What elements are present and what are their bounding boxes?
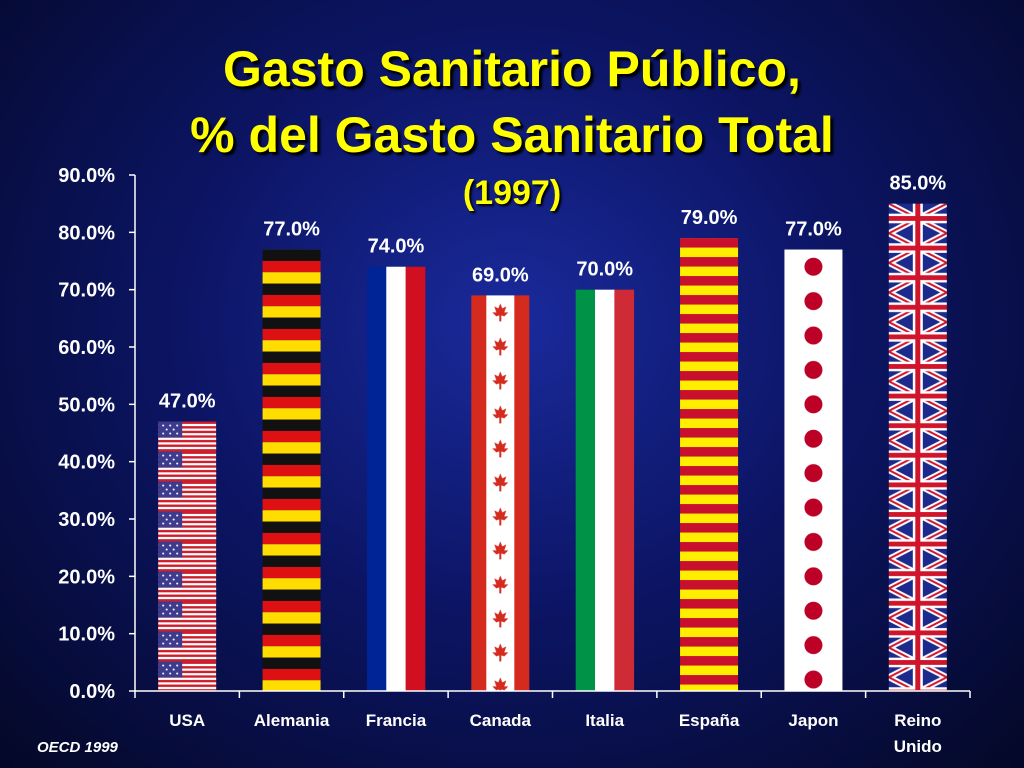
bar-alemania bbox=[262, 249, 321, 692]
bar-stripe bbox=[405, 266, 426, 691]
x-tick-label: Francia bbox=[366, 711, 427, 730]
bar-canada bbox=[471, 295, 530, 691]
y-tick-label: 70.0% bbox=[58, 280, 115, 302]
data-label: 69.0% bbox=[472, 264, 529, 286]
data-label: 77.0% bbox=[263, 219, 320, 241]
data-label: 85.0% bbox=[889, 173, 946, 195]
bar-stripe bbox=[366, 266, 387, 691]
data-label: 47.0% bbox=[159, 391, 216, 413]
data-label: 77.0% bbox=[785, 219, 842, 241]
bar-stripe bbox=[386, 266, 407, 691]
bar-fill bbox=[680, 238, 739, 692]
y-tick-label: 90.0% bbox=[58, 165, 115, 187]
y-tick-label: 40.0% bbox=[58, 452, 115, 474]
chart-title-line-2: % del Gasto Sanitario Total bbox=[190, 107, 834, 163]
bar-stripe bbox=[614, 289, 635, 691]
bar-stripe bbox=[575, 289, 596, 691]
y-tick-label: 50.0% bbox=[58, 394, 115, 416]
x-tick-label: Alemania bbox=[254, 711, 330, 730]
bar-fill bbox=[471, 295, 530, 691]
bar-fill bbox=[158, 421, 217, 691]
x-tick-label: Japon bbox=[788, 711, 838, 730]
source-note: OECD 1999 bbox=[37, 739, 118, 756]
bar-fill bbox=[784, 249, 843, 692]
y-tick-label: 30.0% bbox=[58, 509, 115, 531]
y-tick-label: 0.0% bbox=[69, 681, 115, 703]
bar-stripe bbox=[595, 289, 615, 691]
y-tick-label: 10.0% bbox=[58, 624, 115, 646]
data-label: 74.0% bbox=[368, 236, 425, 258]
y-tick-label: 80.0% bbox=[58, 222, 115, 244]
bar-japon bbox=[784, 249, 843, 692]
x-tick-label: USA bbox=[169, 711, 205, 730]
bar-españa bbox=[680, 238, 739, 692]
chart-subtitle: (1997) bbox=[462, 174, 562, 212]
bar-fill bbox=[888, 203, 947, 691]
bar-fill bbox=[262, 249, 321, 692]
bar-italia bbox=[575, 289, 635, 691]
bar-usa bbox=[158, 421, 217, 691]
x-tick-label: Unido bbox=[894, 737, 942, 756]
bar-reino-unido bbox=[888, 203, 947, 691]
bar-francia bbox=[366, 266, 426, 691]
x-tick-label: Reino bbox=[894, 711, 941, 730]
x-tick-label: España bbox=[679, 711, 740, 730]
y-tick-label: 20.0% bbox=[58, 566, 115, 588]
y-tick-label: 60.0% bbox=[58, 337, 115, 359]
data-label: 79.0% bbox=[681, 207, 738, 229]
data-label: 70.0% bbox=[576, 259, 633, 281]
x-tick-label: Italia bbox=[585, 711, 624, 730]
x-tick-label: Canada bbox=[470, 711, 532, 730]
chart-title-line-1: Gasto Sanitario Público, bbox=[223, 41, 801, 97]
